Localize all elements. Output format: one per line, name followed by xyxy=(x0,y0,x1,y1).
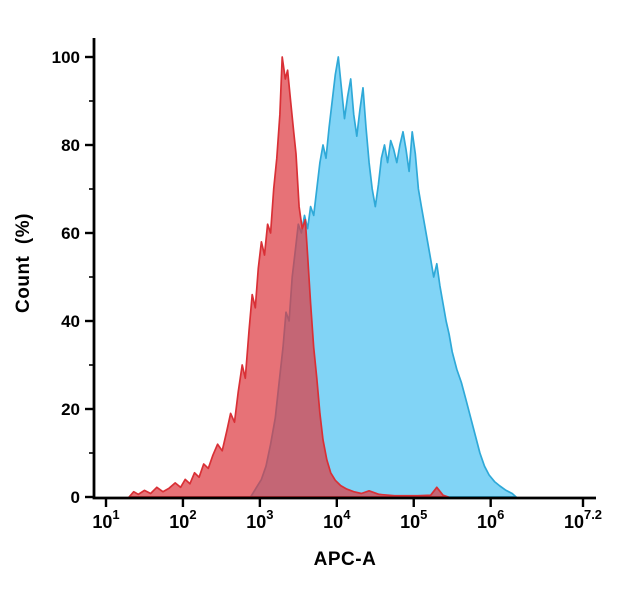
x-tick-label: 106 xyxy=(477,507,504,532)
plot-series xyxy=(128,56,517,498)
x-tick-label: 102 xyxy=(169,507,196,532)
y-tick-label: 80 xyxy=(61,136,80,155)
y-axis-title: Count (%) xyxy=(13,213,34,313)
y-tick-label: 100 xyxy=(52,48,80,67)
x-tick-label: 101 xyxy=(92,507,119,532)
x-axis-title: APC-A xyxy=(313,549,377,570)
y-tick-label: 40 xyxy=(61,312,80,331)
tick-labels: 101 102 103 104 105 106 107.2 0 20 40 60 80 100 xyxy=(52,48,602,532)
x-tick-label: 107.2 xyxy=(564,507,602,532)
series-area-red-population xyxy=(128,56,450,498)
x-tick-label: 104 xyxy=(323,507,351,532)
y-tick-label: 0 xyxy=(71,488,80,507)
y-tick-label: 20 xyxy=(61,400,80,419)
x-tick-label: 103 xyxy=(246,507,273,532)
axes xyxy=(85,38,596,507)
x-tick-label: 105 xyxy=(400,507,427,532)
y-tick-label: 60 xyxy=(61,224,80,243)
